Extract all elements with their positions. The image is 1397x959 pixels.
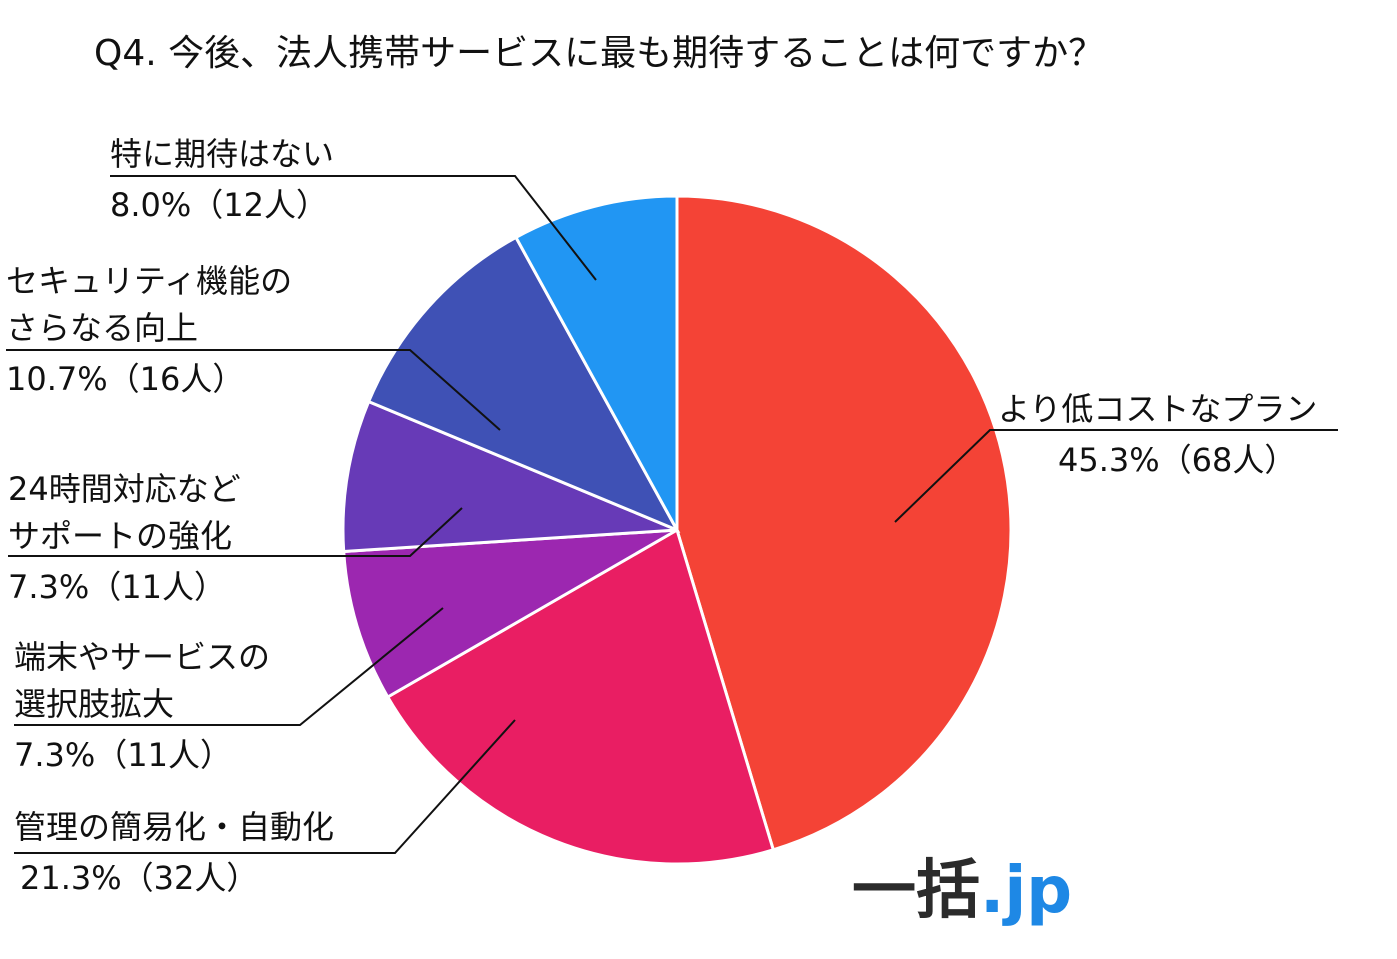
leader-line-5 xyxy=(110,175,597,281)
slice-labels: より低コストなプラン 45.3%（68人） 管理の簡易化・自動化 21.3%（32人）… xyxy=(6,135,1317,897)
leader-lines xyxy=(6,175,1338,854)
slice-value-2: 7.3%（11人） xyxy=(14,736,232,774)
slice-value-5: 8.0%（12人） xyxy=(110,186,328,224)
slice-label-2-line-1: 選択肢拡大 xyxy=(14,685,174,723)
logo-main: 一括 xyxy=(852,854,980,928)
brand-logo: 一括.jp xyxy=(852,854,1072,928)
slice-value-1: 21.3%（32人） xyxy=(20,859,258,897)
pie-slices xyxy=(341,194,1013,866)
svg-text:一括.jp: 一括.jp xyxy=(852,854,1072,928)
chart-title: Q4. 今後、法人携帯サービスに最も期待することは何ですか？ xyxy=(94,33,1104,74)
pie-slice-3 xyxy=(341,399,678,554)
pie-slice-0 xyxy=(675,194,1013,852)
pie-slice-4 xyxy=(366,235,681,534)
slice-label-3-line-1: サポートの強化 xyxy=(8,517,232,555)
slice-label-5-line-0: 特に期待はない xyxy=(110,135,334,173)
leader-line-3 xyxy=(8,507,463,557)
leader-line-1 xyxy=(14,719,516,854)
slice-value-3: 7.3%（11人） xyxy=(8,568,226,606)
slice-label-4-line-1: さらなる向上 xyxy=(6,309,198,347)
logo-suffix: .jp xyxy=(980,854,1072,928)
slice-label-0-line-0: より低コストなプラン xyxy=(998,390,1317,428)
pie-slice-1 xyxy=(385,527,776,866)
slice-label-2-line-0: 端末やサービスの xyxy=(14,638,270,676)
leader-line-2 xyxy=(14,607,444,726)
pie-slice-2 xyxy=(342,528,678,700)
leader-line-0 xyxy=(894,429,1338,523)
slice-value-0: 45.3%（68人） xyxy=(1058,441,1296,479)
slice-value-4: 10.7%（16人） xyxy=(6,360,244,398)
slice-label-4-line-0: セキュリティ機能の xyxy=(6,262,292,300)
slice-label-1-line-0: 管理の簡易化・自動化 xyxy=(14,808,334,846)
leader-line-4 xyxy=(6,349,501,431)
slice-label-3-line-0: 24時間対応など xyxy=(8,470,241,508)
pie-slice-5 xyxy=(513,194,679,531)
